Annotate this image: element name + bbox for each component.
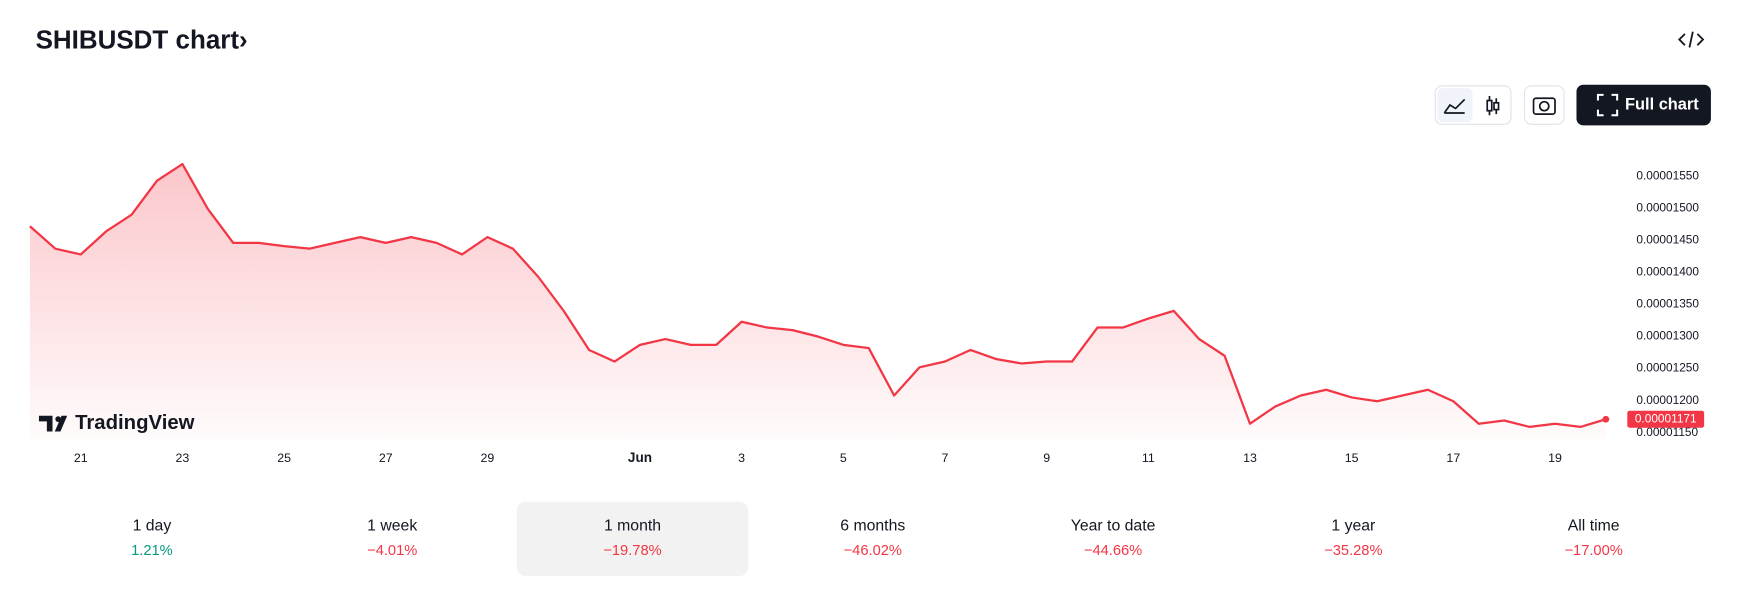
period-label[interactable]: 1 year [1331, 518, 1375, 535]
x-tick-label: 3 [738, 451, 745, 465]
chart-style-group [1434, 85, 1512, 125]
x-tick-label: 9 [1043, 451, 1050, 465]
period-label[interactable]: Year to date [1071, 518, 1156, 535]
y-tick-label: 0.00001400 [1636, 265, 1699, 279]
x-tick-label: 19 [1548, 451, 1562, 465]
logo-text: TradingView [75, 412, 195, 434]
x-tick-label: 29 [481, 451, 495, 465]
period-change[interactable]: −35.28% [1324, 543, 1382, 559]
y-tick-label: 0.00001500 [1636, 200, 1699, 214]
x-tick-label: 7 [942, 451, 949, 465]
x-tick-label: 27 [379, 451, 393, 465]
last-price-badge [1627, 410, 1705, 428]
x-tick-label: 23 [176, 451, 190, 465]
plot: 0.00001150 0.00001200 0.00001250 0.00001300… [29, 162, 1705, 465]
period-change[interactable]: −46.02% [844, 543, 902, 559]
full-chart-button[interactable] [1576, 84, 1711, 126]
last-price-label: 0.00001171 [1635, 411, 1697, 425]
title[interactable]: SHIBUSDT chart› [36, 25, 248, 55]
period-change[interactable]: −4.01% [367, 543, 417, 559]
y-tick-label: 0.00001150 [1636, 425, 1698, 439]
x-tick-label: 25 [277, 451, 291, 465]
period-change[interactable]: 1.21% [131, 543, 173, 559]
periods: 1 day 1.21% 1 week −4.01% 1 month −19.78% 6 mo… [131, 501, 1623, 577]
period-label[interactable]: 1 month [604, 518, 661, 535]
fullscreen-icon [1596, 93, 1619, 117]
period-label[interactable]: All time [1568, 518, 1620, 535]
period-change[interactable]: −19.78% [603, 543, 661, 559]
y-tick-label: 0.00001350 [1636, 297, 1699, 311]
x-tick-label: 17 [1446, 451, 1460, 465]
selected-period-bg [516, 501, 749, 577]
period-change[interactable]: −44.66% [1084, 543, 1142, 559]
candle-style-button[interactable] [1486, 96, 1500, 116]
period-label[interactable]: 6 months [840, 518, 905, 535]
x-tick-label: Jun [628, 450, 652, 465]
camera-icon [1532, 97, 1556, 115]
x-tick-label: 11 [1142, 451, 1155, 465]
y-tick-label: 0.00001300 [1636, 329, 1699, 343]
line-icon [1443, 98, 1466, 114]
tradingview-logo: TradingView [38, 412, 195, 434]
y-tick-label: 0.00001200 [1636, 393, 1699, 407]
x-tick-label: 13 [1243, 451, 1257, 465]
period-label[interactable]: 1 week [367, 518, 417, 535]
x-tick-label: 21 [74, 451, 88, 465]
snapshot-button[interactable] [1523, 85, 1565, 125]
last-point [1602, 415, 1610, 423]
full-chart-label[interactable]: Full chart [1625, 95, 1699, 113]
line-style-button[interactable] [1437, 88, 1473, 123]
y-tick-label: 0.00001550 [1636, 168, 1699, 182]
period-label[interactable]: 1 day [133, 518, 172, 535]
x-tick-label: 5 [840, 451, 847, 465]
y-tick-label: 0.00001450 [1636, 232, 1699, 246]
period-change[interactable]: −17.00% [1564, 543, 1622, 559]
y-tick-label: 0.00001250 [1636, 361, 1699, 375]
price-line [29, 162, 1607, 429]
area [29, 164, 1606, 440]
embed-icon[interactable] [1678, 31, 1705, 48]
x-tick-label: 15 [1345, 451, 1359, 465]
